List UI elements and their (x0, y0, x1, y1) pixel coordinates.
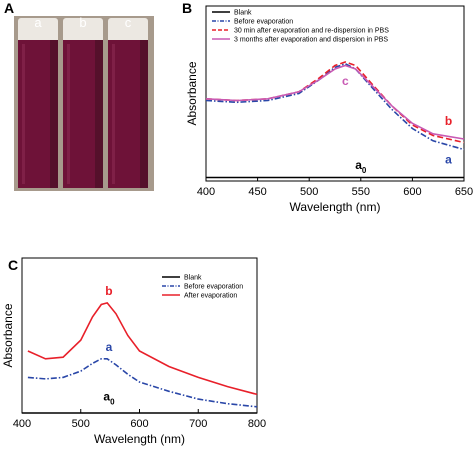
plot-frame (205, 5, 465, 182)
vial-glint (67, 44, 70, 184)
x-tick-label: 650 (455, 186, 473, 198)
vial-photo: a b c (14, 15, 154, 191)
legend-label: Before evaporation (184, 284, 243, 291)
panel-a-letter: A (4, 0, 14, 16)
legend-label: 30 min after evaporation and re-dispersi… (234, 28, 389, 35)
panel-b-letter: B (182, 0, 192, 16)
vial-shadow (50, 40, 58, 188)
x-tick-label: 400 (197, 186, 215, 198)
series-line-3 (205, 64, 465, 140)
curve-label: a0 (103, 390, 115, 407)
curve-label-text: a (103, 390, 110, 404)
curve-label: b (445, 114, 452, 128)
curve-label: a0 (355, 158, 367, 175)
legend-label: After evaporation (184, 293, 237, 300)
vial-shadow (95, 40, 103, 188)
x-tick-label: 400 (13, 418, 31, 430)
panel-c-letter: C (8, 257, 18, 273)
x-axis-title: Wavelength (nm) (94, 432, 185, 446)
plot-frame (21, 257, 258, 414)
x-tick-label: 550 (352, 186, 370, 198)
curve-label: a (445, 153, 452, 167)
x-tick-label: 700 (189, 418, 207, 430)
legend-label: Blank (234, 10, 252, 17)
curve-label-text: a (445, 153, 452, 167)
y-axis-title: Absorbance (1, 303, 15, 367)
series-line-2 (27, 301, 258, 396)
series-line-1 (205, 62, 465, 151)
vial-label: a (34, 15, 42, 30)
vial-shadow (140, 40, 148, 188)
chart-c: 400 500 600 700 800 Wavelength (nm) Absorbance… (1, 257, 266, 446)
curve-label-text: b (445, 114, 452, 128)
vial-label: b (79, 15, 86, 30)
curve-label-text: b (105, 284, 112, 298)
curve-label: c (342, 74, 349, 88)
curve-label: b (105, 284, 112, 298)
vial-label: c (125, 15, 132, 30)
vial-glint (112, 44, 115, 184)
curve-label-text: a (355, 158, 362, 172)
curve-label-text: c (342, 74, 349, 88)
series-line-2 (205, 61, 465, 144)
x-tick-label: 600 (403, 186, 421, 198)
y-axis-title: Absorbance (185, 61, 199, 125)
curve-label-subscript: 0 (110, 398, 115, 407)
x-tick-label: 450 (248, 186, 266, 198)
curve-label-subscript: 0 (362, 166, 367, 175)
series-line-1 (27, 358, 258, 408)
legend-label: Before evaporation (234, 19, 293, 26)
legend-label: Blank (184, 275, 202, 282)
curve-label: a (106, 340, 113, 354)
legend-label: 3 months after evaporation and dispersio… (234, 37, 388, 44)
x-axis-title: Wavelength (nm) (290, 200, 381, 214)
vial-glint (22, 44, 25, 184)
x-tick-label: 500 (300, 186, 318, 198)
x-tick-label: 500 (72, 418, 90, 430)
chart-b: 400 450 500 550 600 650 Wavelength (nm) Absorba… (185, 5, 473, 214)
x-tick-label: 600 (130, 418, 148, 430)
curve-label-text: a (106, 340, 113, 354)
x-tick-label: 800 (248, 418, 266, 430)
